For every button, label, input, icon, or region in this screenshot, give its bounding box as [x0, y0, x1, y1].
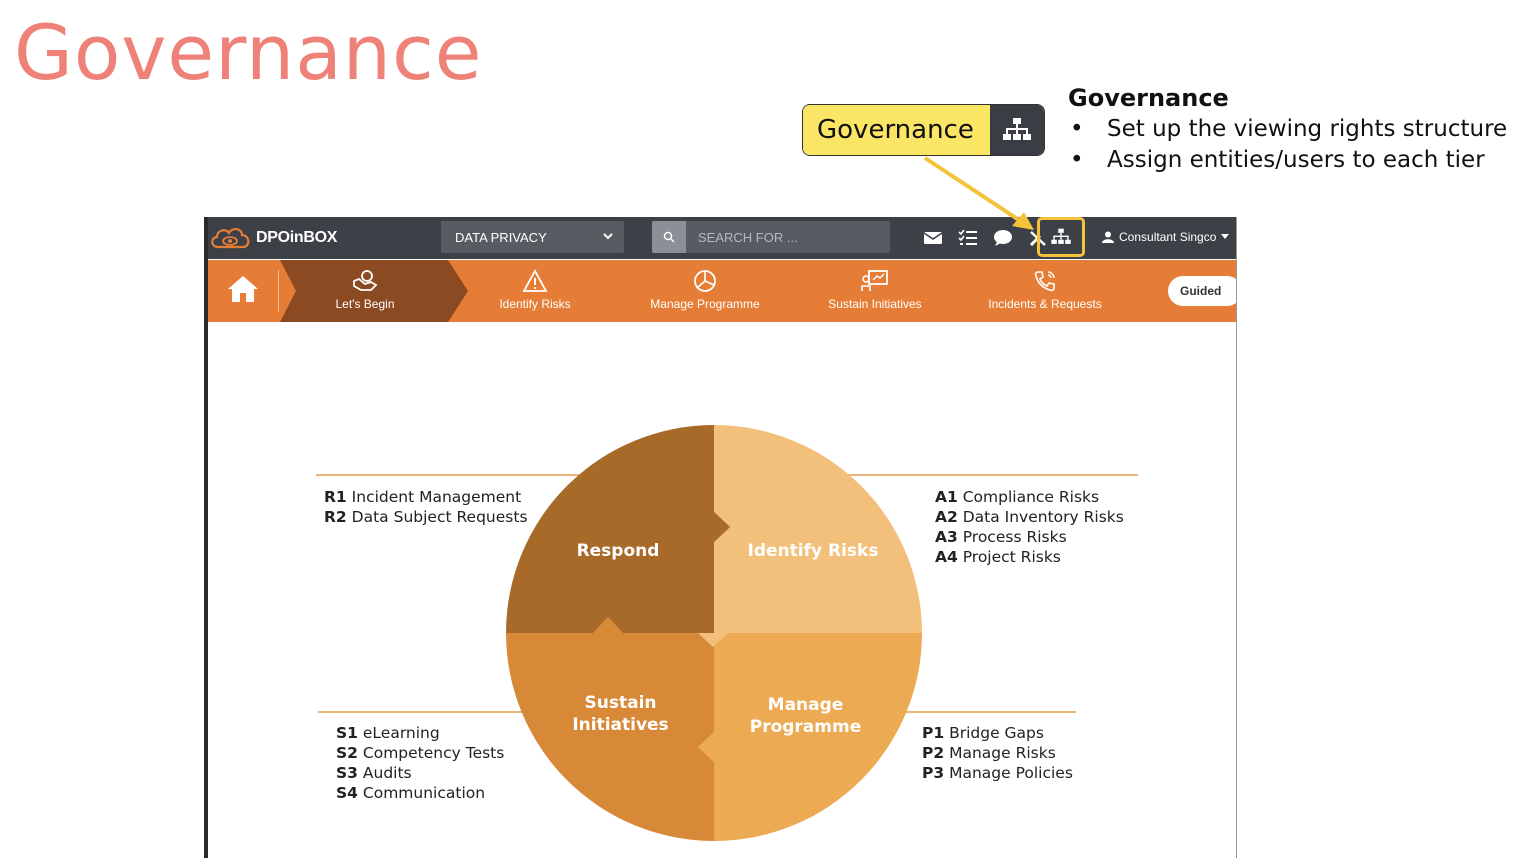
respond-items: R1 Incident Management R2 Data Subject R…: [324, 487, 528, 527]
puzzle-tab: [698, 732, 714, 762]
chart-pie-icon: [630, 268, 780, 294]
nav-item-incidents-requests[interactable]: Incidents & Requests: [970, 268, 1120, 311]
identify-items: A1 Compliance Risks A2 Data Inventory Ri…: [935, 487, 1124, 567]
user-name: Consultant Singco: [1119, 230, 1217, 244]
nav-divider: [278, 270, 279, 312]
envelope-icon[interactable]: [922, 227, 944, 249]
list-item[interactable]: P2 Manage Risks: [922, 744, 1056, 762]
nav-item-lets-begin[interactable]: Let's Begin: [290, 268, 440, 311]
list-item[interactable]: S3 Audits: [336, 764, 412, 782]
sitemap-icon: [1051, 228, 1071, 244]
nav-item-manage-programme[interactable]: Manage Programme: [630, 268, 780, 311]
quadrant-sustain[interactable]: [506, 617, 714, 841]
nav-item-sustain-initiatives[interactable]: Sustain Initiatives: [800, 268, 950, 311]
quadrant-label-line: Initiatives: [572, 715, 669, 735]
quadrant-label-identify: Identify Risks: [747, 541, 879, 561]
quadrant-label-line: Manage: [767, 695, 844, 715]
user-icon: [1102, 231, 1114, 243]
list-item[interactable]: A4 Project Risks: [935, 548, 1061, 566]
handshake-icon: [290, 268, 440, 294]
sustain-items: S1 eLearning S2 Competency Tests S3 Audi…: [336, 723, 504, 803]
list-item[interactable]: A3 Process Risks: [935, 528, 1067, 546]
brand-name: DPOinBOX: [256, 229, 338, 246]
list-item[interactable]: S4 Communication: [336, 784, 486, 802]
chat-icon[interactable]: [992, 227, 1014, 249]
bullet-item: Set up the viewing rights structure: [1068, 114, 1507, 145]
framework-diagram: [316, 425, 1138, 841]
list-item[interactable]: S1 eLearning: [336, 724, 440, 742]
guided-toggle[interactable]: Guided: [1168, 276, 1236, 306]
quadrant-label-respond: Respond: [576, 541, 660, 561]
top-bar: DPOinBOX DATA PRIVACY: [208, 217, 1236, 259]
slide-title: Governance: [14, 8, 483, 97]
nav-item-identify-risks[interactable]: Identify Risks: [460, 268, 610, 311]
module-select-value: DATA PRIVACY: [455, 229, 547, 245]
puzzle-tab: [714, 512, 730, 542]
nav-label: Incidents & Requests: [988, 297, 1102, 311]
main-content: Respond Identify Risks Sustain Initiativ…: [208, 322, 1236, 858]
list-item[interactable]: P3 Manage Policies: [922, 764, 1073, 782]
description-heading: Governance: [1068, 84, 1229, 112]
nav-label: Let's Begin: [335, 297, 395, 311]
quadrant-label-manage: Manage Programme: [743, 694, 868, 738]
search-box: [652, 221, 890, 253]
manage-items: P1 Bridge Gaps P2 Manage Risks P3 Manage…: [922, 723, 1073, 783]
sitemap-icon: [990, 105, 1044, 155]
nav-label: Sustain Initiatives: [828, 297, 922, 311]
chevron-down-icon: [603, 233, 613, 240]
brand-logo[interactable]: DPOinBOX: [208, 223, 337, 253]
home-button[interactable]: [226, 274, 260, 309]
phone-icon: [970, 268, 1120, 294]
search-input[interactable]: [686, 221, 890, 253]
module-select[interactable]: DATA PRIVACY: [441, 221, 624, 253]
quadrant-label-sustain: Sustain Initiatives: [558, 692, 683, 736]
callout-label: Governance: [803, 105, 990, 155]
quadrant-respond[interactable]: [506, 425, 730, 633]
puzzle-tab: [593, 617, 623, 633]
quadrant-label-line: Sustain: [584, 693, 657, 713]
nav-bar: Let's Begin Identify Risks Manage Progra…: [208, 260, 1236, 322]
puzzle-tab: [698, 633, 728, 647]
nav-label: Manage Programme: [650, 297, 760, 311]
user-menu[interactable]: Consultant Singco: [1102, 230, 1230, 244]
list-item[interactable]: A1 Compliance Risks: [935, 488, 1100, 506]
description-bullets: Set up the viewing rights structure Assi…: [1068, 114, 1507, 176]
quadrant-manage[interactable]: [698, 633, 922, 841]
caret-down-icon: [1221, 234, 1230, 239]
guided-label: Guided: [1180, 284, 1222, 298]
search-button[interactable]: [652, 221, 686, 253]
list-item[interactable]: A2 Data Inventory Risks: [935, 508, 1124, 526]
nav-active-indicator: [280, 260, 468, 322]
search-icon: [663, 231, 675, 243]
governance-description: Governance Set up the viewing rights str…: [1068, 84, 1507, 176]
bullet-item: Assign entities/users to each tier: [1068, 145, 1507, 176]
governance-callout: Governance: [802, 104, 1045, 156]
nav-label: Identify Risks: [499, 297, 571, 311]
cloud-eye-icon: [211, 228, 250, 249]
home-icon: [228, 276, 258, 302]
list-item[interactable]: S2 Competency Tests: [336, 744, 505, 762]
quadrant-label-line: Programme: [749, 717, 862, 737]
top-icon-bar: [922, 227, 1049, 249]
list-item[interactable]: R1 Incident Management: [324, 488, 522, 506]
warning-icon: [460, 268, 610, 294]
governance-button[interactable]: [1037, 217, 1085, 257]
list-item[interactable]: P1 Bridge Gaps: [922, 724, 1044, 742]
quadrant-identify[interactable]: [698, 425, 922, 647]
checklist-icon[interactable]: [957, 227, 979, 249]
list-item[interactable]: R2 Data Subject Requests: [324, 508, 528, 526]
app-window: DPOinBOX DATA PRIVACY: [204, 217, 1237, 858]
presentation-icon: [800, 268, 950, 294]
